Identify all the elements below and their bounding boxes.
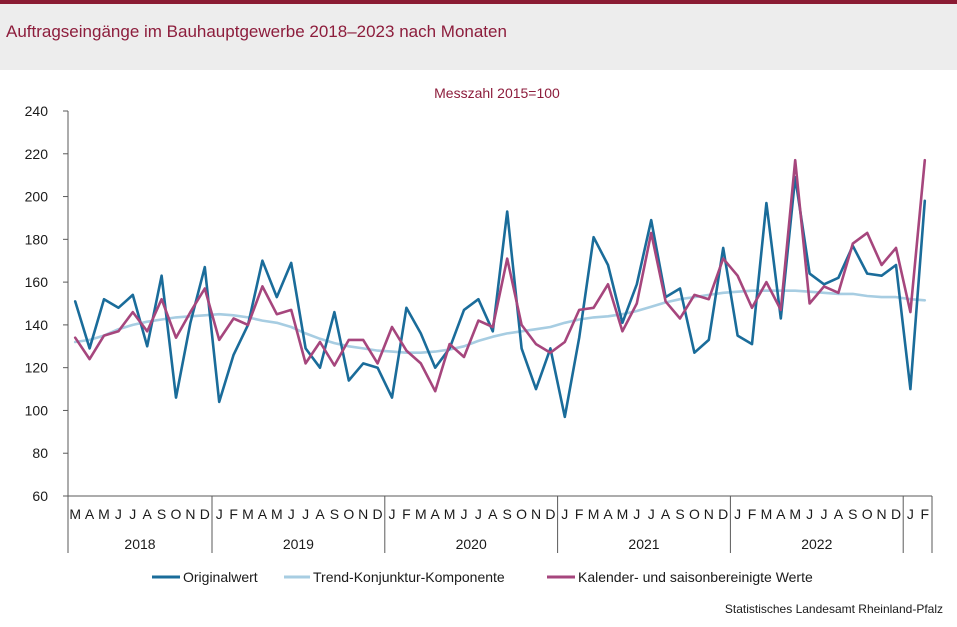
x-tick-label: J [461, 506, 468, 522]
x-tick-label: A [488, 506, 498, 522]
x-tick-label: A [661, 506, 671, 522]
x-tick-label: F [921, 506, 930, 522]
y-tick-label: 80 [32, 445, 48, 461]
y-tick-label: 180 [25, 231, 49, 247]
chart-panel [0, 70, 957, 627]
year-label: 2022 [801, 536, 832, 552]
y-tick-label: 120 [25, 360, 49, 376]
x-tick-label: M [69, 506, 81, 522]
x-tick-label: J [129, 506, 136, 522]
x-tick-label: S [848, 506, 857, 522]
y-tick-label: 160 [25, 274, 49, 290]
year-label: 2018 [124, 536, 155, 552]
legend-item-trend: Trend-Konjunktur-Komponente [284, 569, 505, 585]
header-accent-bar [0, 0, 957, 4]
x-tick-label: J [561, 506, 568, 522]
x-tick-label: J [648, 506, 655, 522]
x-tick-label: A [776, 506, 786, 522]
x-tick-label: J [806, 506, 813, 522]
x-tick-label: O [171, 506, 182, 522]
year-label: 2019 [283, 536, 314, 552]
chart-subtitle: Messzahl 2015=100 [434, 85, 560, 101]
x-tick-label: M [271, 506, 283, 522]
x-tick-label: M [761, 506, 773, 522]
x-tick-label: N [185, 506, 195, 522]
y-tick-label: 60 [32, 488, 48, 504]
x-tick-label: A [315, 506, 325, 522]
x-tick-label: O [516, 506, 527, 522]
x-tick-label: A [431, 506, 441, 522]
x-tick-label: N [531, 506, 541, 522]
x-tick-label: A [834, 506, 844, 522]
x-tick-label: J [475, 506, 482, 522]
x-tick-label: S [503, 506, 512, 522]
x-tick-label: D [545, 506, 555, 522]
year-label: 2020 [456, 536, 487, 552]
x-tick-label: O [689, 506, 700, 522]
x-tick-label: J [821, 506, 828, 522]
legend-label-trend: Trend-Konjunktur-Komponente [313, 569, 505, 585]
x-tick-label: D [718, 506, 728, 522]
x-tick-label: J [734, 506, 741, 522]
x-tick-label: N [358, 506, 368, 522]
legend-label-seasonal: Kalender- und saisonbereinigte Werte [578, 569, 813, 585]
y-tick-label: 200 [25, 189, 49, 205]
x-tick-label: F [229, 506, 238, 522]
x-tick-label: J [288, 506, 295, 522]
x-tick-label: J [115, 506, 122, 522]
x-tick-label: F [748, 506, 757, 522]
x-tick-label: J [633, 506, 640, 522]
x-tick-label: A [143, 506, 153, 522]
legend: Originalwert Trend-Konjunktur-Komponente… [152, 569, 813, 585]
x-tick-label: F [575, 506, 584, 522]
x-tick-label: O [343, 506, 354, 522]
x-tick-label: M [242, 506, 254, 522]
y-tick-label: 220 [25, 146, 49, 162]
series-line-seasonal [73, 158, 927, 393]
x-tick-label: N [877, 506, 887, 522]
x-tick-label: J [216, 506, 223, 522]
x-tick-label: D [200, 506, 210, 522]
y-axis: 240 220 200 180 160 140 120 100 80 60 [25, 103, 69, 504]
x-tick-label: M [98, 506, 110, 522]
x-tick-label: A [85, 506, 95, 522]
x-tick-label: M [617, 506, 629, 522]
x-tick-label: D [891, 506, 901, 522]
source-note: Statistisches Landesamt Rheinland-Pfalz [725, 602, 943, 616]
x-tick-label: M [415, 506, 427, 522]
x-tick-label: D [373, 506, 383, 522]
x-tick-label: J [389, 506, 396, 522]
y-tick-label: 140 [25, 317, 49, 333]
legend-item-seasonal: Kalender- und saisonbereinigte Werte [547, 569, 813, 585]
legend-item-original: Originalwert [152, 569, 258, 585]
x-tick-label: M [588, 506, 600, 522]
x-tick-label: A [603, 506, 613, 522]
x-tick-label: M [789, 506, 801, 522]
series-layer [73, 158, 927, 419]
x-tick-label: S [675, 506, 684, 522]
chart-title: Auftragseingänge im Bauhauptgewerbe 2018… [6, 22, 507, 41]
x-tick-label: S [330, 506, 339, 522]
x-tick-label: S [157, 506, 166, 522]
legend-label-original: Originalwert [183, 569, 258, 585]
x-tick-label: A [258, 506, 268, 522]
x-tick-label: M [444, 506, 456, 522]
x-tick-label: J [302, 506, 309, 522]
x-tick-label: N [704, 506, 714, 522]
x-tick-label: J [907, 506, 914, 522]
y-tick-label: 100 [25, 402, 49, 418]
x-tick-label: F [402, 506, 411, 522]
x-tick-label: O [862, 506, 873, 522]
year-label: 2021 [628, 536, 659, 552]
y-tick-label: 240 [25, 103, 49, 119]
